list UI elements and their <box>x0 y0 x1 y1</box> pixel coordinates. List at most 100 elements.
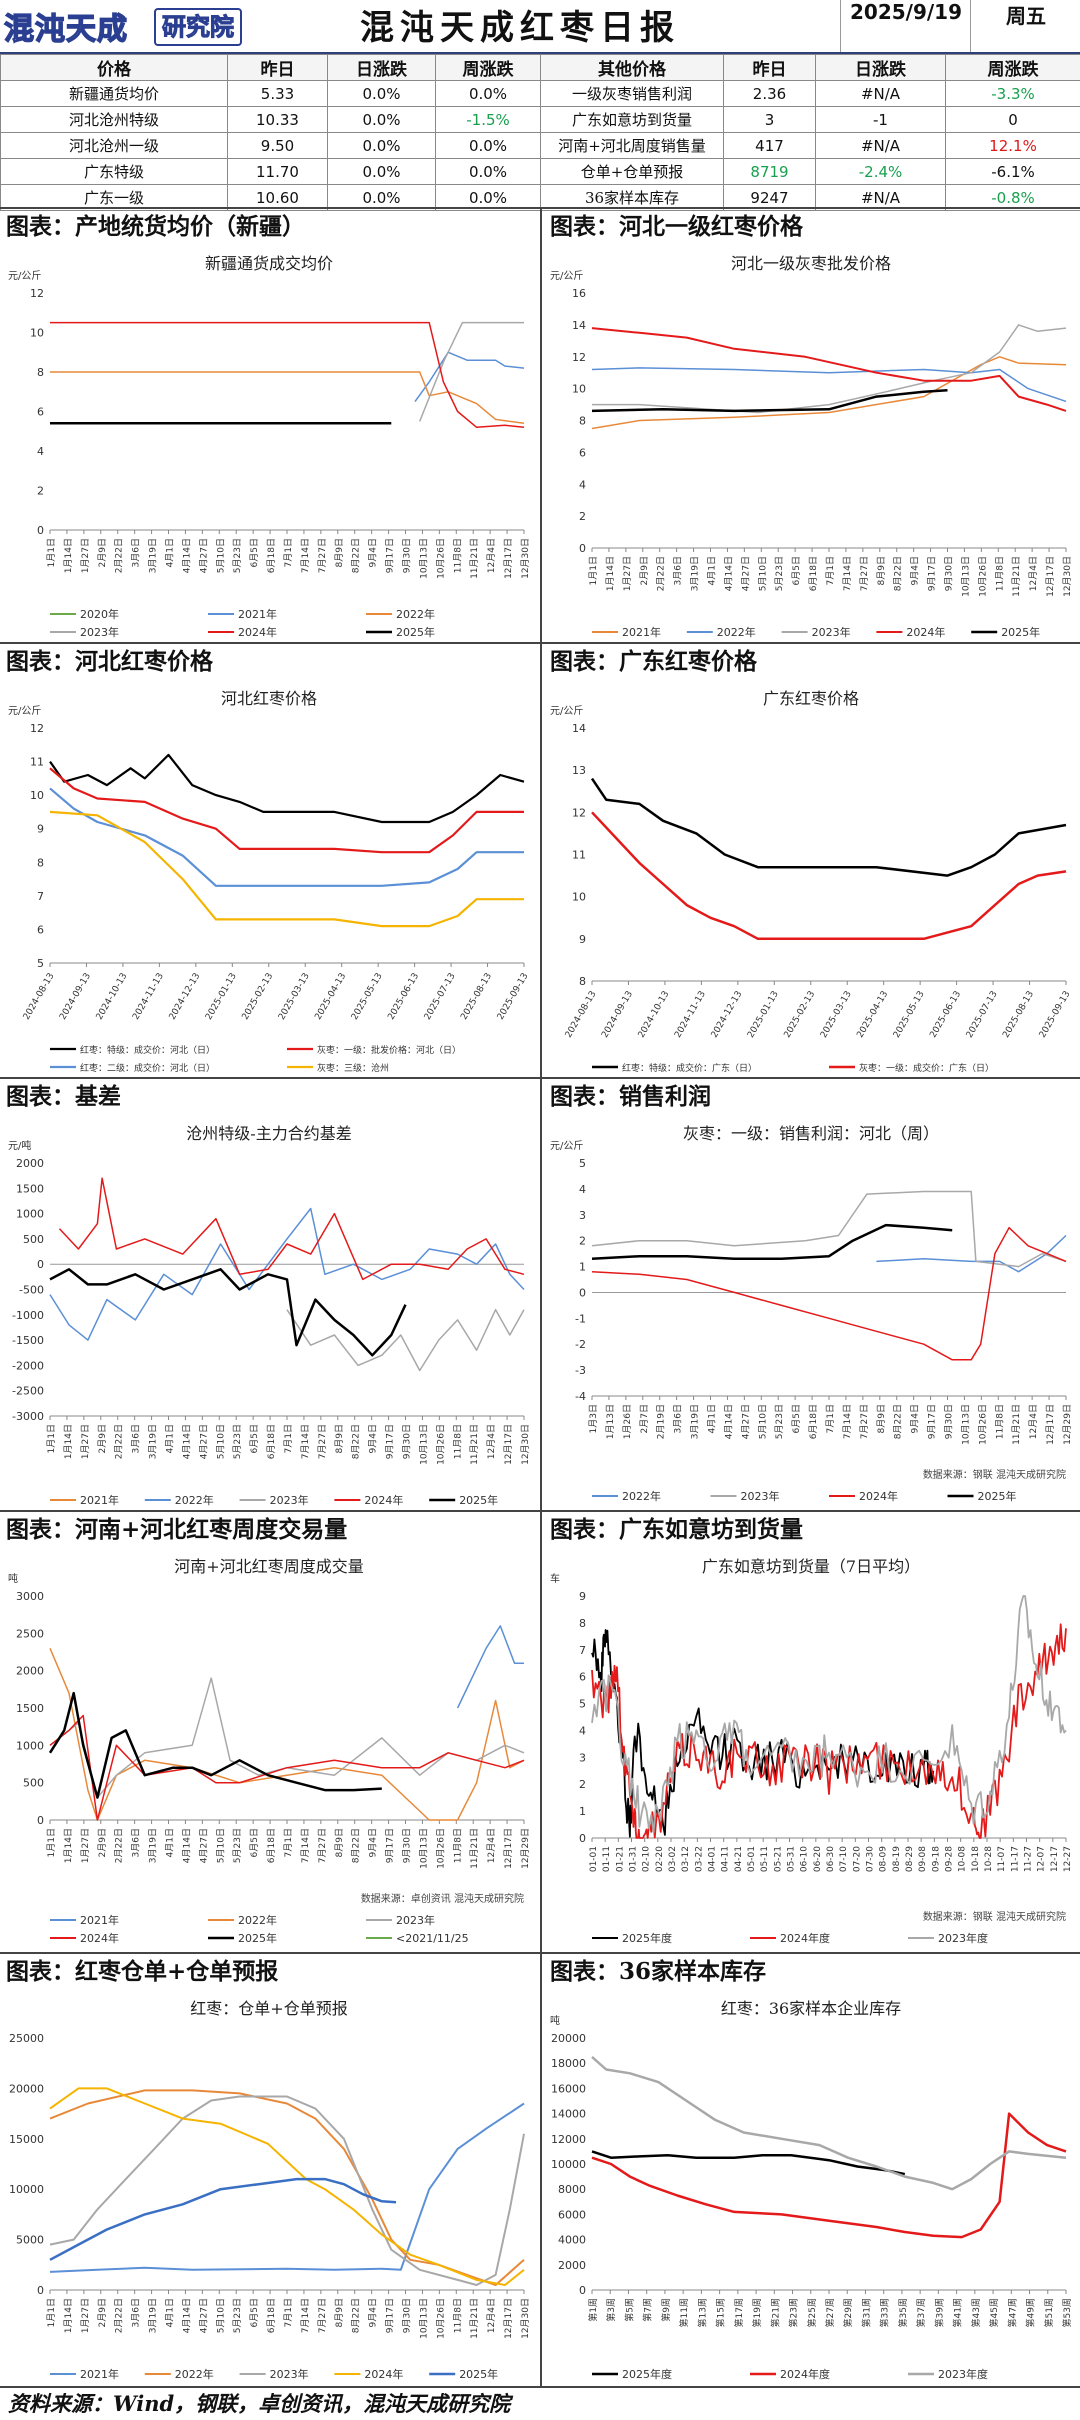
x-tick-label: 11月8日 <box>994 1404 1005 1439</box>
y-tick-label: 1000 <box>16 1739 44 1752</box>
y-tick-label: 8 <box>579 975 586 988</box>
x-tick-label: 6月18日 <box>266 1424 277 1459</box>
series-line <box>876 1236 1066 1272</box>
x-tick-label: 2月9日 <box>97 1828 108 1857</box>
x-tick-label: 9月30日 <box>402 1828 413 1863</box>
legend-label: 2023年 <box>812 625 851 639</box>
x-tick-label: 6月5日 <box>791 1404 802 1433</box>
x-tick-label: 5月23日 <box>232 1828 243 1863</box>
x-tick-label: 5月10日 <box>215 538 226 573</box>
y-tick-label: 5 <box>579 1698 586 1711</box>
series-line <box>50 323 524 428</box>
y-tick-label: 5000 <box>16 2234 44 2247</box>
chart-title: 广东红枣价格 <box>763 689 859 708</box>
x-tick-label: 第9周 <box>660 2298 672 2322</box>
y-tick-label: 2 <box>579 1778 586 1791</box>
x-tick-label: 第29周 <box>842 2298 854 2327</box>
y-tick-label: 500 <box>23 1233 44 1246</box>
y-tick-label: -1000 <box>12 1309 44 1322</box>
series-line <box>458 1626 524 1708</box>
x-tick-label: 09-08 <box>918 1846 928 1872</box>
x-tick-label: 8月22日 <box>351 538 362 573</box>
x-tick-label: 12月4日 <box>1028 556 1039 591</box>
chart-title: 红枣：仓单+仓单预报 <box>190 1999 347 2018</box>
x-tick-label: 2月22日 <box>114 2298 125 2333</box>
legend-label: 2024年度 <box>780 2367 830 2381</box>
x-tick-label: 4月14日 <box>723 1404 734 1439</box>
y-tick-label: 20000 <box>551 2032 586 2045</box>
table-cell: 0 <box>946 107 1080 133</box>
x-tick-label: 2025-08-13 <box>1001 990 1036 1040</box>
series-line <box>592 2057 1066 2189</box>
y-tick-label: 1500 <box>16 1702 44 1715</box>
y-tick-label: 7 <box>37 890 44 903</box>
x-tick-label: 3月6日 <box>131 1424 142 1453</box>
x-tick-label: 第53周 <box>1061 2298 1073 2327</box>
legend-label: 灰枣：一级：成交价：广东（日） <box>859 1062 994 1074</box>
table-cell: -2.4% <box>816 159 946 185</box>
x-tick-label: 2025-08-13 <box>459 972 494 1022</box>
x-tick-label: 7月1日 <box>825 1404 836 1433</box>
x-tick-label: 12月4日 <box>486 1424 497 1459</box>
x-tick-label: 7月1日 <box>283 1828 294 1857</box>
x-tick-label: 2024-09-13 <box>58 972 93 1022</box>
x-tick-label: 4月1日 <box>165 2298 176 2327</box>
x-tick-label: 8月22日 <box>351 1828 362 1863</box>
x-tick-label: 1月13日 <box>605 1404 616 1439</box>
x-tick-label: 2月9日 <box>639 556 650 585</box>
legend-label: 2020年 <box>80 607 119 621</box>
x-tick-label: 12月4日 <box>1028 1404 1039 1439</box>
y-tick-label: 14 <box>572 722 586 735</box>
legend-label: 2022年 <box>175 1493 214 1507</box>
chart-svg: 沧州特级-主力合约基差元/吨-3000-2500-2000-1500-1000-… <box>2 1115 536 1512</box>
x-tick-label: 12月4日 <box>486 2298 497 2333</box>
x-tick-label: 10月13日 <box>960 556 971 597</box>
legend-label: 2021年 <box>80 1913 119 1927</box>
x-tick-label: 第49周 <box>1025 2298 1037 2327</box>
x-tick-label: 12-17 <box>1050 1846 1060 1872</box>
legend-label: 2021年 <box>80 1493 119 1507</box>
x-tick-label: 4月1日 <box>165 1424 176 1453</box>
table-header-cell: 周涨跌 <box>946 55 1080 81</box>
series-line <box>592 1228 1066 1360</box>
y-tick-label: 12000 <box>551 2133 586 2146</box>
x-tick-label: 12月29日 <box>1062 1404 1073 1445</box>
x-tick-label: 2024-08-13 <box>22 972 57 1022</box>
x-tick-label: 5月10日 <box>757 556 768 591</box>
x-tick-label: 9月4日 <box>910 1404 921 1433</box>
chart-title: 红枣：36家样本企业库存 <box>721 1999 901 2018</box>
x-tick-label: 2月19日 <box>656 1404 667 1439</box>
x-tick-label: 8月22日 <box>351 2298 362 2333</box>
x-tick-label: 第17周 <box>733 2298 745 2327</box>
y-tick-label: 9 <box>579 933 586 946</box>
x-tick-label: 3月6日 <box>673 1404 684 1433</box>
report-weekday: 周五 <box>970 0 1080 52</box>
panel-title: 图表：基差 <box>0 1079 121 1115</box>
legend-label: 2022年 <box>396 607 435 621</box>
x-tick-label: 12-27 <box>1063 1846 1073 1872</box>
x-tick-label: 8月9日 <box>334 1424 345 1453</box>
legend-label: 2024年 <box>80 1931 119 1945</box>
x-tick-label: 10月26日 <box>435 1424 446 1465</box>
y-tick-label: 0 <box>579 1832 586 1845</box>
x-tick-label: 1月1日 <box>588 556 599 585</box>
y-tick-label: 2 <box>37 485 44 498</box>
y-axis-label: 元/吨 <box>8 1139 31 1152</box>
y-tick-label: 10 <box>30 327 44 340</box>
data-source-note: 数据来源：钢联 混沌天成研究院 <box>923 1910 1066 1923</box>
y-tick-label: 25000 <box>9 2032 44 2045</box>
legend-label: 2025年 <box>1001 625 1040 639</box>
y-tick-label: 6 <box>579 1671 586 1684</box>
y-tick-label: 4000 <box>558 2234 586 2247</box>
y-tick-label: 8 <box>579 1617 586 1630</box>
x-tick-label: 01-01 <box>589 1846 599 1872</box>
x-tick-label: 03-12 <box>681 1846 691 1872</box>
legend-label: 2022年 <box>717 625 756 639</box>
panel-title: 图表：河南+河北红枣周度交易量 <box>0 1512 347 1548</box>
legend-label: 2025年 <box>396 625 435 639</box>
legend-label: 2023年 <box>741 1489 780 1503</box>
